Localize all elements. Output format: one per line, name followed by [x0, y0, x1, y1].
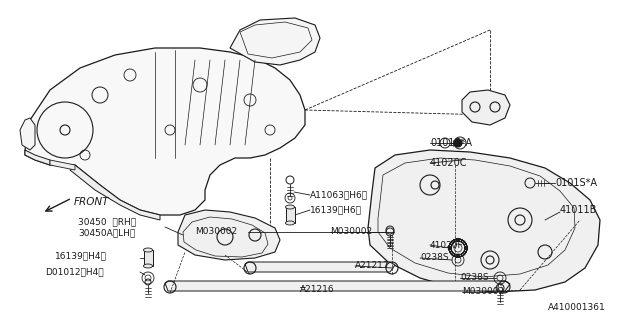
Bar — [285, 207, 294, 223]
Ellipse shape — [285, 221, 294, 225]
Text: D01012〈H4〉: D01012〈H4〉 — [45, 268, 104, 276]
Polygon shape — [230, 18, 320, 65]
Ellipse shape — [285, 205, 294, 209]
Text: 0101S*A: 0101S*A — [555, 178, 597, 188]
Ellipse shape — [143, 248, 152, 252]
Polygon shape — [245, 262, 395, 272]
Ellipse shape — [143, 264, 152, 268]
Text: 41020C: 41020C — [430, 158, 467, 168]
Polygon shape — [178, 210, 280, 260]
Text: M030002: M030002 — [195, 228, 237, 236]
Text: 41020F: 41020F — [430, 241, 463, 250]
Text: 16139〈H6〉: 16139〈H6〉 — [310, 205, 362, 214]
Text: A410001361: A410001361 — [548, 303, 605, 313]
Polygon shape — [70, 165, 160, 220]
Polygon shape — [20, 118, 35, 150]
Text: 0101S*A: 0101S*A — [430, 138, 472, 148]
Polygon shape — [50, 160, 75, 170]
Text: 30450A〈LH〉: 30450A〈LH〉 — [78, 228, 135, 237]
Text: M030002: M030002 — [462, 287, 504, 297]
Polygon shape — [25, 48, 305, 215]
Text: 16139〈H4〉: 16139〈H4〉 — [55, 252, 107, 260]
Text: A21217: A21217 — [355, 261, 390, 270]
Circle shape — [454, 139, 462, 147]
Polygon shape — [25, 150, 50, 165]
Text: FRONT: FRONT — [74, 197, 109, 207]
Text: 0238S: 0238S — [420, 253, 449, 262]
Polygon shape — [462, 90, 510, 125]
Text: A11063〈H6〉: A11063〈H6〉 — [310, 190, 368, 199]
Polygon shape — [368, 150, 600, 292]
Text: M030002: M030002 — [330, 228, 372, 236]
Text: 41011B: 41011B — [560, 205, 597, 215]
Text: A21216: A21216 — [300, 284, 335, 293]
Polygon shape — [165, 281, 510, 291]
Text: 30450  〈RH〉: 30450 〈RH〉 — [78, 218, 136, 227]
Bar — [143, 250, 152, 266]
Text: 0238S: 0238S — [460, 274, 488, 283]
